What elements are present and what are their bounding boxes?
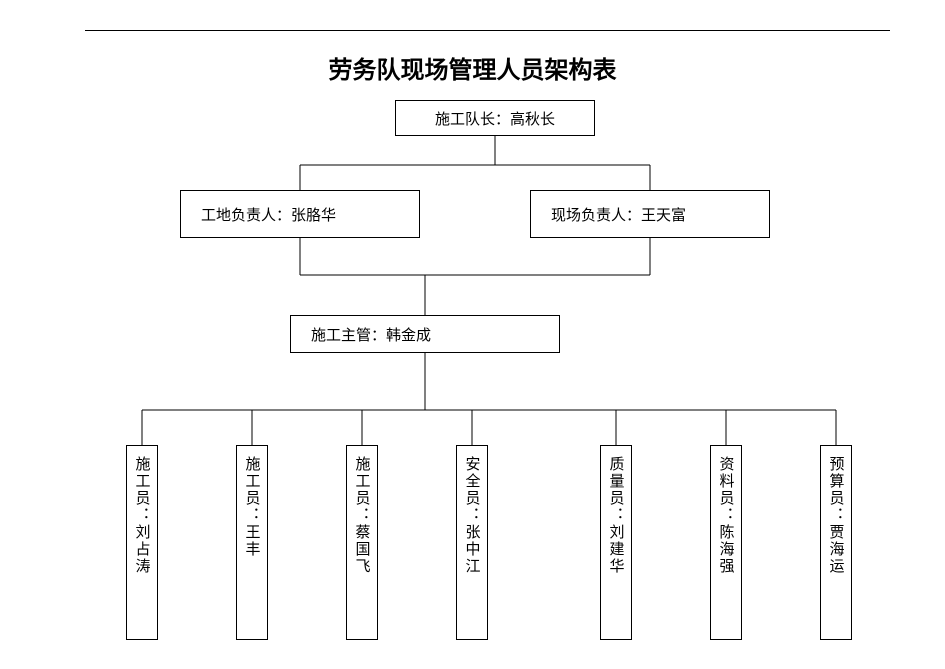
leaf-node: 资料员：陈海强: [710, 445, 742, 640]
leaf-node: 预算员：贾海运: [820, 445, 852, 640]
node-site-manager: 工地负责人：张胳华: [180, 190, 420, 238]
leaf-node: 质量员：刘建华: [600, 445, 632, 640]
page-top-rule: [85, 30, 890, 31]
leaf-node: 施工员：刘占涛: [126, 445, 158, 640]
chart-title: 劳务队现场管理人员架构表: [0, 50, 945, 85]
leaf-node: 施工员：蔡国飞: [346, 445, 378, 640]
node-construction-supervisor: 施工主管：韩金成: [290, 315, 560, 353]
leaf-node: 安全员：张中江: [456, 445, 488, 640]
node-root: 施工队长：高秋长: [395, 100, 595, 136]
node-field-manager: 现场负责人：王天富: [530, 190, 770, 238]
leaf-node: 施工员：王丰: [236, 445, 268, 640]
